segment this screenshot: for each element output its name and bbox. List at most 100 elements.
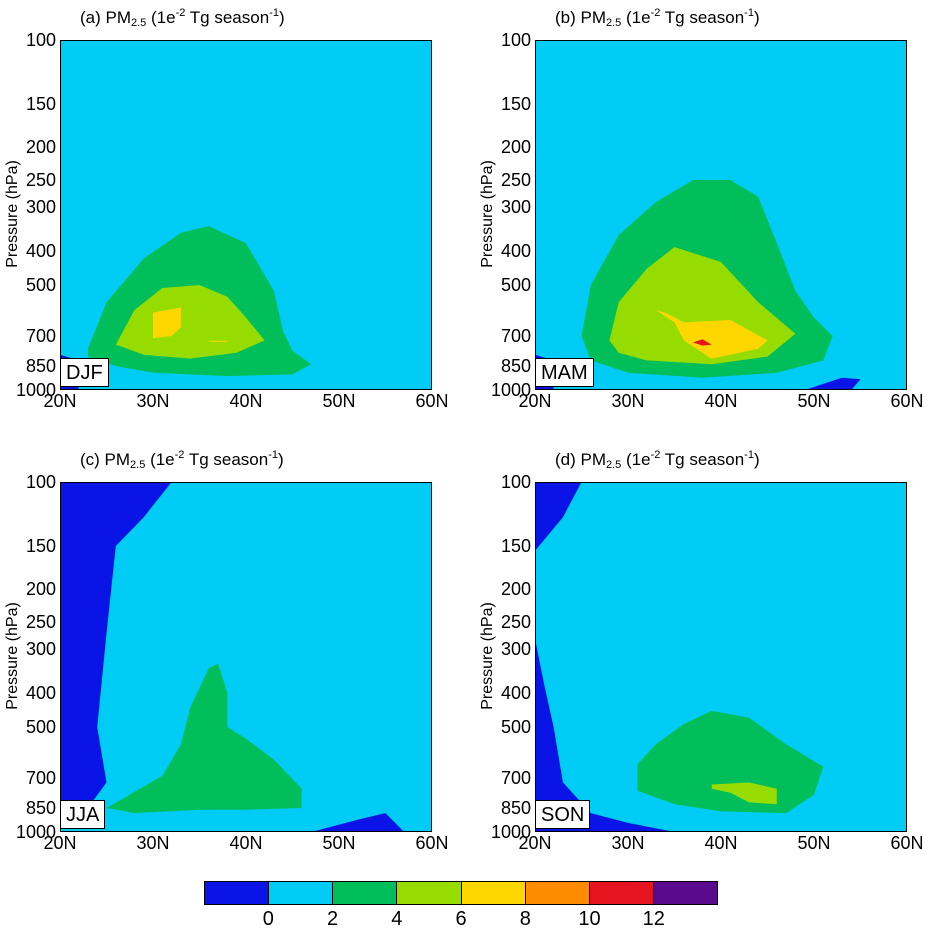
y-tick-label: 1000 (490, 822, 531, 842)
plot-area (60, 40, 432, 390)
y-tick-label: 300 (500, 639, 531, 659)
y-tick-label: 850 (25, 798, 56, 818)
y-tick-label: 500 (500, 275, 531, 295)
y-tick-label: 150 (25, 536, 56, 556)
y-tick-label: 850 (500, 356, 531, 376)
x-tick-label: 60N (890, 833, 924, 853)
season-label: SON (535, 800, 591, 829)
x-tick-label: 30N (611, 833, 645, 853)
contour-6-8-region (208, 340, 228, 342)
y-tick-label: 300 (25, 639, 56, 659)
title-part: Tg season (660, 450, 745, 469)
title-part: Tg season (660, 8, 745, 27)
title-part: -2 (174, 449, 185, 461)
colorbar-segment (524, 881, 590, 905)
colorbar-tick-label: 2 (326, 908, 339, 930)
x-tick-label: 50N (797, 833, 831, 853)
colorbar-segment (652, 881, 718, 905)
title-part: 2.5 (130, 459, 146, 471)
y-tick-label: 400 (25, 241, 56, 261)
y-tick-label: 100 (25, 472, 56, 492)
title-part: (1e (621, 450, 651, 469)
y-axis-label: Pressure (hPa) (4, 160, 21, 268)
x-tick-label: 40N (704, 833, 738, 853)
y-tick-label: 200 (25, 579, 56, 599)
x-tick-label: 20N (43, 391, 77, 411)
contour-svg (60, 482, 405, 832)
y-tick-label: 500 (25, 275, 56, 295)
x-tick-label: 20N (43, 833, 77, 853)
x-tick-label: 60N (890, 391, 924, 411)
title-part: -1 (269, 7, 279, 19)
y-tick-label: 100 (25, 30, 56, 50)
title-part: -1 (268, 449, 278, 461)
plot-area (535, 482, 907, 832)
title-part: -1 (744, 449, 754, 461)
title-part: -2 (650, 449, 661, 461)
panel-title: (d) PM2.5 (1e-2 Tg season-1) (555, 450, 760, 471)
y-axis-label: Pressure (hPa) (479, 160, 496, 268)
y-tick-label: 150 (500, 94, 531, 114)
y-tick-label: 200 (500, 137, 531, 157)
y-axis-label: Pressure (hPa) (4, 602, 21, 710)
contour-4-6-region (711, 782, 777, 805)
x-tick-label: 20N (518, 833, 552, 853)
y-tick-label: 500 (500, 717, 531, 737)
contour-2-4-region (106, 663, 302, 814)
x-tick-label: 30N (136, 391, 170, 411)
contour-8-10-region (693, 339, 712, 346)
y-axis-label: Pressure (hPa) (479, 602, 496, 710)
y-tick-label: 1000 (15, 822, 56, 842)
colorbar-tick-label: 4 (391, 908, 403, 930)
y-tick-label: 100 (500, 472, 531, 492)
x-tick-label: 20N (518, 391, 552, 411)
title-part: ) (278, 8, 285, 27)
colorbar-tick-label: 8 (519, 908, 531, 930)
contour-svg (60, 226, 312, 390)
y-tick-label: 250 (25, 170, 56, 190)
panel-title: (c) PM2.5 (1e-2 Tg season-1) (80, 450, 284, 471)
title-part: -2 (175, 7, 186, 19)
title-part: -1 (744, 7, 754, 19)
season-label: DJF (60, 358, 109, 387)
y-tick-label: 700 (25, 768, 56, 788)
colorbar-tick-label: 10 (578, 908, 601, 930)
y-tick-label: 300 (500, 197, 531, 217)
y-tick-label: 850 (500, 798, 531, 818)
x-tick-label: 50N (322, 833, 356, 853)
y-tick-label: 400 (25, 683, 56, 703)
plot-area (535, 40, 907, 390)
contour-2-4-region (637, 710, 824, 814)
title-part: 2.5 (606, 459, 622, 471)
contour-lt0-region (311, 813, 405, 832)
y-tick-label: 200 (500, 579, 531, 599)
y-tick-label: 150 (25, 94, 56, 114)
colorbar (204, 881, 718, 905)
x-tick-label: 50N (322, 391, 356, 411)
title-part: ) (278, 450, 284, 469)
y-tick-label: 250 (500, 170, 531, 190)
season-label: MAM (535, 358, 594, 387)
y-tick-label: 700 (25, 326, 56, 346)
y-tick-label: 400 (500, 241, 531, 261)
title-part: ) (753, 8, 760, 27)
x-tick-label: 40N (229, 833, 263, 853)
x-tick-label: 50N (797, 391, 831, 411)
title-part: (d) PM (555, 450, 606, 469)
x-tick-label: 40N (229, 391, 263, 411)
contour-6-8-region (655, 310, 768, 359)
colorbar-segment (332, 881, 398, 905)
panel-title: (a) PM2.5 (1e-2 Tg season-1) (80, 8, 285, 29)
title-part: -2 (650, 7, 661, 19)
colorbar-tick-label: 6 (455, 908, 467, 930)
y-tick-label: 400 (500, 683, 531, 703)
title-part: (1e (146, 8, 176, 27)
colorbar-tick-label: 0 (262, 908, 274, 930)
colorbar-segment (588, 881, 654, 905)
title-part: (1e (145, 450, 175, 469)
colorbar-segment (396, 881, 462, 905)
contour-lt0-region (804, 377, 861, 390)
x-tick-label: 30N (136, 833, 170, 853)
title-part: (a) PM (80, 8, 131, 27)
title-part: (c) PM (80, 450, 131, 469)
